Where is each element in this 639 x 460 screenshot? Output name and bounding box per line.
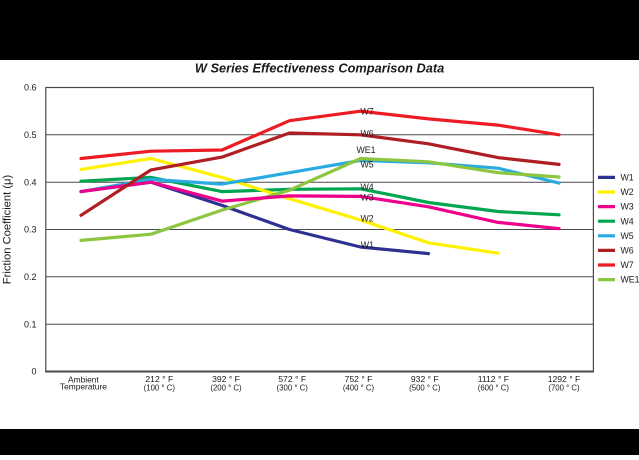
svg-text:W4: W4 [361, 182, 374, 192]
svg-text:572 ° F: 572 ° F [278, 374, 306, 384]
svg-text:1292 ° F: 1292 ° F [548, 374, 581, 384]
svg-text:(100 ° C): (100 ° C) [144, 383, 176, 392]
svg-text:392 ° F: 392 ° F [212, 374, 240, 384]
svg-text:932 ° F: 932 ° F [411, 374, 439, 384]
svg-text:W6: W6 [621, 246, 634, 256]
svg-text:W4: W4 [621, 216, 634, 226]
svg-text:W6: W6 [361, 129, 374, 139]
svg-text:W1: W1 [361, 240, 374, 250]
svg-text:1112 ° F: 1112 ° F [478, 374, 509, 384]
svg-text:Temperature: Temperature [60, 381, 107, 391]
svg-text:W Series Effectiveness Compari: W Series Effectiveness Comparison Data [195, 61, 444, 76]
svg-text:Friction Coefficient (μ): Friction Coefficient (μ) [1, 175, 13, 285]
svg-text:W7: W7 [361, 107, 374, 117]
svg-text:W2: W2 [361, 214, 374, 224]
svg-text:W5: W5 [361, 160, 374, 170]
svg-text:WE1: WE1 [357, 145, 376, 155]
svg-text:0.3: 0.3 [24, 225, 37, 235]
svg-text:(600 ° C): (600 ° C) [478, 383, 510, 392]
svg-text:0.4: 0.4 [24, 177, 37, 187]
svg-text:(200 ° C): (200 ° C) [210, 383, 242, 392]
svg-text:(700 ° C): (700 ° C) [548, 383, 580, 392]
svg-text:W3: W3 [621, 202, 634, 212]
svg-text:W5: W5 [621, 231, 634, 241]
svg-text:W3: W3 [361, 193, 374, 203]
svg-text:WE1: WE1 [621, 275, 639, 285]
svg-text:(500 ° C): (500 ° C) [409, 383, 441, 392]
svg-text:0: 0 [31, 367, 36, 377]
svg-text:W1: W1 [621, 173, 634, 183]
svg-text:752 ° F: 752 ° F [345, 374, 373, 384]
svg-text:W7: W7 [621, 260, 634, 270]
svg-text:(400 ° C): (400 ° C) [343, 383, 375, 392]
svg-text:0.1: 0.1 [24, 319, 37, 329]
svg-text:0.5: 0.5 [24, 130, 37, 140]
svg-text:0.2: 0.2 [24, 272, 37, 282]
svg-text:W2: W2 [621, 187, 634, 197]
svg-text:(300 ° C): (300 ° C) [277, 383, 309, 392]
svg-text:0.6: 0.6 [24, 83, 37, 93]
svg-text:212 ° F: 212 ° F [145, 374, 173, 384]
